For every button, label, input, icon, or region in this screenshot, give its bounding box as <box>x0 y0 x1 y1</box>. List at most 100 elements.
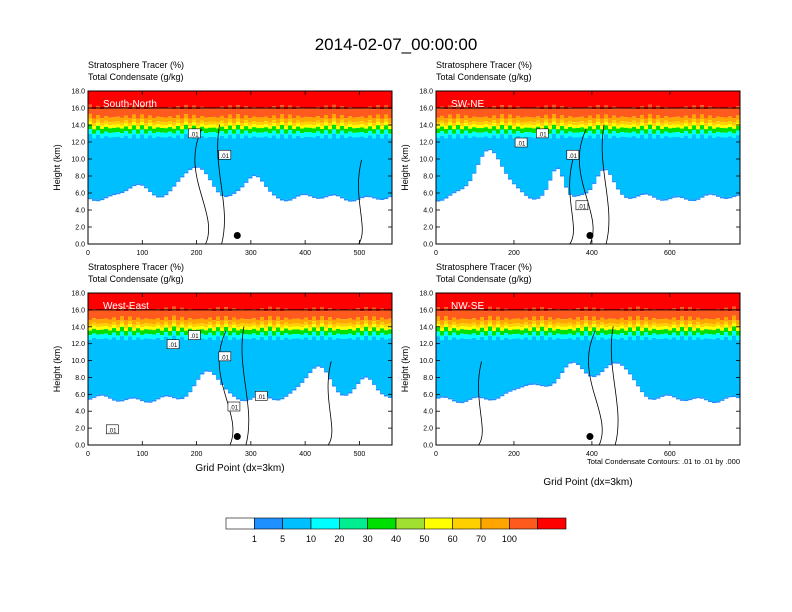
tracer-cell <box>344 326 349 330</box>
tracer-cell <box>496 336 501 398</box>
tracer-cell <box>716 318 721 323</box>
tracer-cell <box>120 91 125 109</box>
tracer-cell <box>548 133 553 139</box>
tracer-cell <box>480 155 485 157</box>
tracer-cell <box>256 339 261 395</box>
tracer-cell <box>156 333 161 338</box>
tracer-cell <box>112 328 117 333</box>
tracer-cell <box>180 109 185 119</box>
tracer-cell <box>364 293 369 308</box>
tracer-cell <box>512 318 517 324</box>
tracer-cell <box>500 320 505 325</box>
tracer-cell <box>576 363 581 365</box>
tracer-cell <box>680 293 685 308</box>
tracer-cell <box>464 106 469 116</box>
tracer-cell <box>88 339 93 399</box>
tracer-cell <box>176 335 181 341</box>
tracer-cell <box>112 107 117 118</box>
tracer-cell <box>720 324 725 328</box>
tracer-cell <box>464 323 469 327</box>
tracer-cell <box>452 118 457 124</box>
tracer-cell <box>540 384 545 387</box>
tracer-cell <box>648 133 653 195</box>
tracer-cell <box>520 319 525 325</box>
tracer-cell <box>656 91 661 106</box>
tracer-cell <box>356 337 361 383</box>
tracer-cell <box>200 323 205 327</box>
tracer-cell <box>736 335 741 341</box>
tracer-cell <box>372 316 377 322</box>
tracer-cell <box>496 123 501 127</box>
contour-label-box <box>218 149 232 160</box>
tracer-cell <box>344 329 349 335</box>
tracer-cell <box>172 133 177 139</box>
tracer-cell <box>236 339 241 398</box>
tracer-cell <box>540 125 545 129</box>
tracer-cell <box>244 115 249 121</box>
tracer-cell <box>680 336 685 400</box>
tracer-cell <box>736 106 741 116</box>
tracer-cell <box>128 324 133 328</box>
tracer-cell <box>268 128 273 134</box>
tracer-cell <box>656 329 661 335</box>
tracer-cell <box>108 117 113 123</box>
tracer-cell <box>132 397 137 399</box>
tracer-cell <box>356 91 361 109</box>
tracer-cell <box>600 325 605 329</box>
tracer-cell <box>164 324 169 328</box>
tracer-cell <box>556 123 561 127</box>
tracer-cell <box>128 331 133 337</box>
tracer-cell <box>316 320 321 325</box>
tracer-cell <box>368 340 373 379</box>
tracer-cell <box>444 138 449 197</box>
tracer-cell <box>504 333 509 338</box>
tracer-cell <box>544 125 549 131</box>
tracer-cell <box>140 327 145 331</box>
tracer-cell <box>184 114 189 119</box>
tracer-cell <box>624 91 629 108</box>
tracer-cell <box>712 334 717 340</box>
tracer-cell <box>164 108 169 118</box>
tracer-field <box>436 91 741 202</box>
tracer-cell <box>388 338 393 397</box>
tracer-cell <box>156 195 161 198</box>
tracer-cell <box>520 324 525 328</box>
tracer-cell <box>544 122 549 126</box>
tracer-cell <box>728 320 733 325</box>
tracer-cell <box>600 308 605 318</box>
tracer-cell <box>248 137 253 177</box>
tracer-cell <box>272 193 277 196</box>
tracer-cell <box>592 129 597 134</box>
tracer-cell <box>696 133 701 139</box>
tracer-cell <box>340 310 345 320</box>
tracer-cell <box>304 124 309 128</box>
y-tick-label: 12.0 <box>71 341 85 348</box>
tracer-cell <box>328 321 333 325</box>
tracer-cell <box>328 138 333 195</box>
tracer-cell <box>592 133 597 139</box>
tracer-cell <box>496 118 501 124</box>
tracer-cell <box>184 335 189 340</box>
tracer-cell <box>532 91 537 109</box>
tracer-cell <box>632 293 637 312</box>
tracer-cell <box>368 126 373 131</box>
tracer-cell <box>212 311 217 321</box>
tracer-cell <box>540 122 545 126</box>
tracer-cell <box>660 125 665 129</box>
tracer-cell <box>732 335 737 396</box>
tracer-cell <box>188 318 193 323</box>
tracer-cell <box>104 131 109 137</box>
tracer-cell <box>276 196 281 199</box>
tracer-cell <box>524 124 529 128</box>
tracer-cell <box>636 323 641 327</box>
tracer-cell <box>524 293 529 309</box>
tracer-cell <box>512 125 517 130</box>
tracer-cell <box>668 117 673 123</box>
panel-label: South-North <box>103 99 157 110</box>
tracer-cell <box>484 320 489 325</box>
tracer-cell <box>476 163 481 165</box>
tracer-cell <box>316 327 321 331</box>
tracer-cell <box>152 310 157 320</box>
tracer-cell <box>204 108 209 118</box>
tracer-cell <box>308 124 313 128</box>
